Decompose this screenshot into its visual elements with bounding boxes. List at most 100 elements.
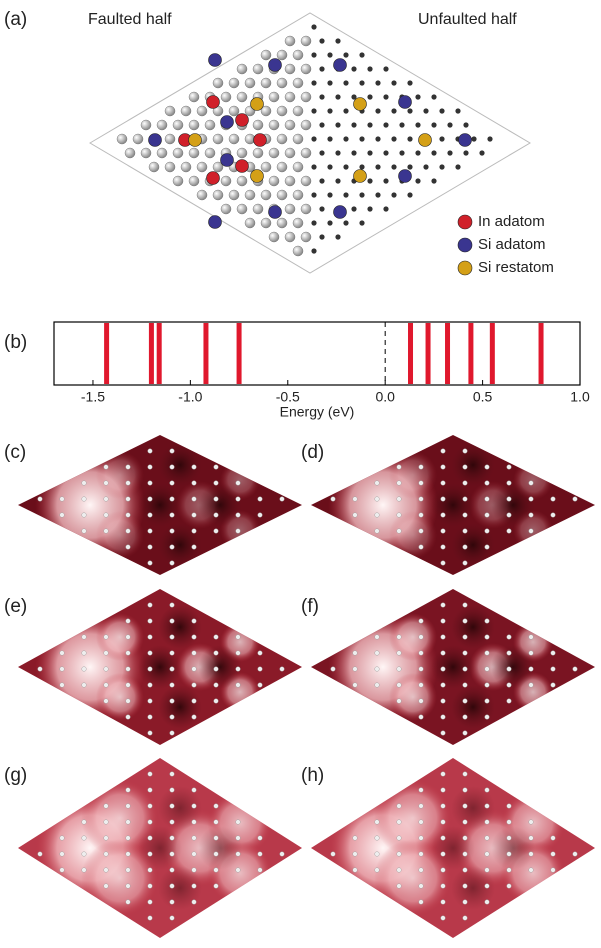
atom — [170, 651, 175, 656]
density-maps — [18, 435, 595, 938]
atom — [126, 545, 131, 550]
atom — [367, 178, 372, 183]
atom — [419, 900, 424, 905]
adatom — [221, 154, 234, 167]
atom — [301, 120, 311, 130]
atom — [327, 136, 332, 141]
atom — [419, 513, 424, 518]
atom — [214, 635, 219, 640]
atom — [419, 545, 424, 550]
atom — [214, 836, 219, 841]
density-map — [311, 435, 595, 575]
atom — [311, 108, 316, 113]
atom — [261, 78, 271, 88]
atom — [170, 619, 175, 624]
atom — [60, 651, 65, 656]
atom — [170, 603, 175, 608]
atom — [551, 868, 556, 873]
atom — [463, 804, 468, 809]
atom — [375, 852, 380, 857]
atom — [38, 667, 43, 672]
atom — [192, 852, 197, 857]
atom — [181, 162, 191, 172]
atom — [192, 699, 197, 704]
atom — [397, 884, 402, 889]
atom — [319, 94, 324, 99]
atom — [551, 497, 556, 502]
atom — [126, 635, 131, 640]
atom — [258, 868, 263, 873]
adatom — [236, 114, 249, 127]
atom — [319, 122, 324, 127]
atom — [311, 80, 316, 85]
atom — [507, 529, 512, 534]
atom — [507, 651, 512, 656]
atom — [463, 772, 468, 777]
atom — [485, 497, 490, 502]
atom — [148, 868, 153, 873]
atom — [192, 900, 197, 905]
atom — [301, 204, 311, 214]
atom — [485, 868, 490, 873]
atom — [192, 820, 197, 825]
atom — [319, 206, 324, 211]
atom — [170, 868, 175, 873]
atom — [441, 804, 446, 809]
atom — [311, 220, 316, 225]
atom — [335, 178, 340, 183]
atom — [133, 134, 143, 144]
energy-level — [539, 323, 544, 384]
atom — [189, 92, 199, 102]
atom — [419, 820, 424, 825]
atom — [126, 667, 131, 672]
atom — [507, 884, 512, 889]
atom — [507, 513, 512, 518]
energy-level — [149, 323, 154, 384]
atom — [104, 683, 109, 688]
atom — [293, 190, 303, 200]
atom — [319, 66, 324, 71]
atom — [214, 651, 219, 656]
atom — [419, 699, 424, 704]
atom — [353, 513, 358, 518]
atom — [245, 190, 255, 200]
atom — [277, 218, 287, 228]
atom — [319, 178, 324, 183]
atom — [82, 683, 87, 688]
atom — [293, 78, 303, 88]
atom — [170, 820, 175, 825]
atom — [397, 513, 402, 518]
atom — [529, 513, 534, 518]
atom — [197, 106, 207, 116]
atom — [236, 513, 241, 518]
atom — [507, 635, 512, 640]
atom — [148, 900, 153, 905]
atom — [463, 788, 468, 793]
legend-swatch — [458, 215, 472, 229]
atom — [237, 204, 247, 214]
atom — [311, 192, 316, 197]
atom — [399, 122, 404, 127]
atom — [253, 204, 263, 214]
atom — [170, 715, 175, 720]
atom — [253, 148, 263, 158]
atom — [479, 150, 484, 155]
atom — [463, 513, 468, 518]
atom — [375, 667, 380, 672]
atom — [258, 667, 263, 672]
adatom — [334, 206, 347, 219]
atom — [311, 164, 316, 169]
panel-label: (g) — [4, 765, 27, 786]
atom — [261, 50, 271, 60]
energy-level — [468, 323, 473, 384]
atom — [419, 619, 424, 624]
dark-spot — [158, 685, 202, 729]
atom — [165, 106, 175, 116]
atom — [148, 884, 153, 889]
atom — [126, 481, 131, 486]
panel-label: (h) — [301, 765, 324, 786]
atom — [439, 164, 444, 169]
atom — [285, 92, 295, 102]
atom — [397, 699, 402, 704]
atom — [431, 178, 436, 183]
